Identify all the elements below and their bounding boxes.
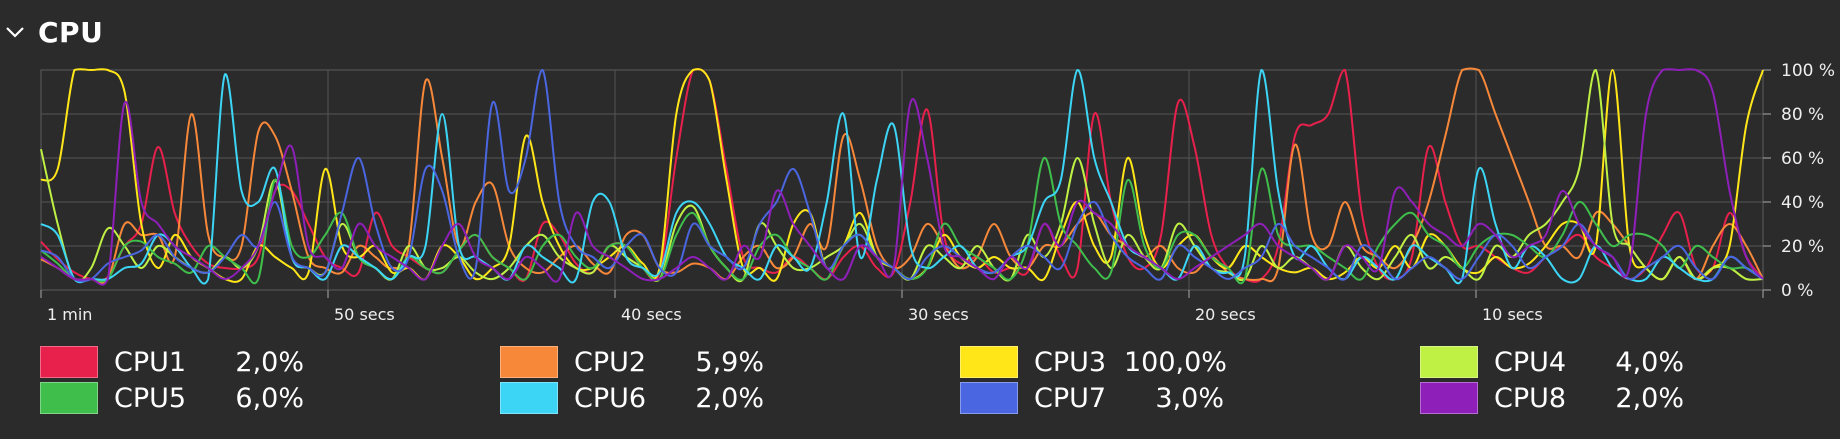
series-line-cpu7 — [40, 68, 1764, 283]
legend-item-cpu2[interactable]: CPU2 5,9% — [500, 344, 764, 380]
y-tick-label: 100 % — [1781, 61, 1835, 81]
legend-value: 100,0% — [1124, 346, 1227, 378]
legend-value: 5,9% — [695, 346, 764, 378]
x-tick-label: 20 secs — [1195, 305, 1256, 324]
legend-item-cpu4[interactable]: CPU4 4,0% — [1420, 344, 1684, 380]
x-tick-label: 30 secs — [908, 305, 969, 324]
legend-label: CPU3 — [1034, 346, 1107, 378]
x-tick-label: 1 min — [47, 305, 92, 324]
legend-value: 3,0% — [1155, 382, 1224, 414]
y-tick-label: 40 % — [1781, 193, 1824, 213]
legend-label: CPU2 — [574, 346, 647, 378]
x-tick-label: 40 secs — [621, 305, 682, 324]
y-tick-label: 60 % — [1781, 149, 1824, 169]
x-tick-label: 10 secs — [1482, 305, 1543, 324]
legend-swatch[interactable] — [40, 382, 98, 414]
legend-label: CPU5 — [114, 382, 187, 414]
legend-item-cpu1[interactable]: CPU1 2,0% — [40, 344, 304, 380]
legend-label: CPU6 — [574, 382, 647, 414]
legend-item-cpu7[interactable]: CPU7 3,0% — [960, 380, 1224, 416]
legend-swatch[interactable] — [500, 382, 558, 414]
legend-value: 6,0% — [235, 382, 304, 414]
legend-swatch[interactable] — [960, 382, 1018, 414]
legend-item-cpu6[interactable]: CPU6 2,0% — [500, 380, 764, 416]
legend-value: 2,0% — [695, 382, 764, 414]
legend-label: CPU1 — [114, 346, 187, 378]
section-title: CPU — [38, 15, 104, 49]
legend-swatch[interactable] — [1420, 382, 1478, 414]
cpu-history-chart: 100 % 80 % 60 % 40 % 20 % 0 % 1 min 50 secs 40 s… — [40, 61, 1835, 324]
legend-swatch[interactable] — [40, 346, 98, 378]
chevron-down-icon[interactable] — [0, 10, 32, 54]
series-line-cpu2 — [40, 67, 1764, 285]
legend-item-cpu8[interactable]: CPU8 2,0% — [1420, 380, 1684, 416]
y-tick-label: 20 % — [1781, 237, 1824, 257]
legend-swatch[interactable] — [960, 346, 1018, 378]
y-tick-label: 0 % — [1781, 281, 1813, 301]
legend-label: CPU8 — [1494, 382, 1567, 414]
legend-item-cpu5[interactable]: CPU5 6,0% — [40, 380, 304, 416]
legend-value: 4,0% — [1615, 346, 1684, 378]
legend-value: 2,0% — [235, 346, 304, 378]
series-line-cpu8 — [40, 68, 1764, 286]
legend-item-cpu3[interactable]: CPU3 100,0% — [960, 344, 1227, 380]
legend-label: CPU7 — [1034, 382, 1107, 414]
legend-swatch[interactable] — [500, 346, 558, 378]
legend-label: CPU4 — [1494, 346, 1567, 378]
legend-value: 2,0% — [1615, 382, 1684, 414]
legend-swatch[interactable] — [1420, 346, 1478, 378]
x-tick-label: 50 secs — [334, 305, 395, 324]
series-line-cpu6 — [40, 68, 1764, 285]
cpu-section-header[interactable]: CPU — [0, 10, 103, 54]
y-tick-label: 80 % — [1781, 105, 1824, 125]
